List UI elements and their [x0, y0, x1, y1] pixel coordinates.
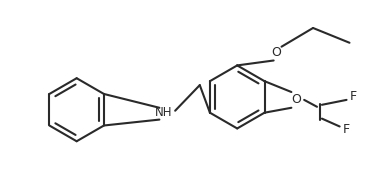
Text: F: F	[350, 90, 357, 103]
Text: O: O	[272, 46, 282, 59]
Text: NH: NH	[155, 106, 172, 119]
Text: O: O	[291, 93, 301, 106]
Text: F: F	[343, 123, 350, 136]
